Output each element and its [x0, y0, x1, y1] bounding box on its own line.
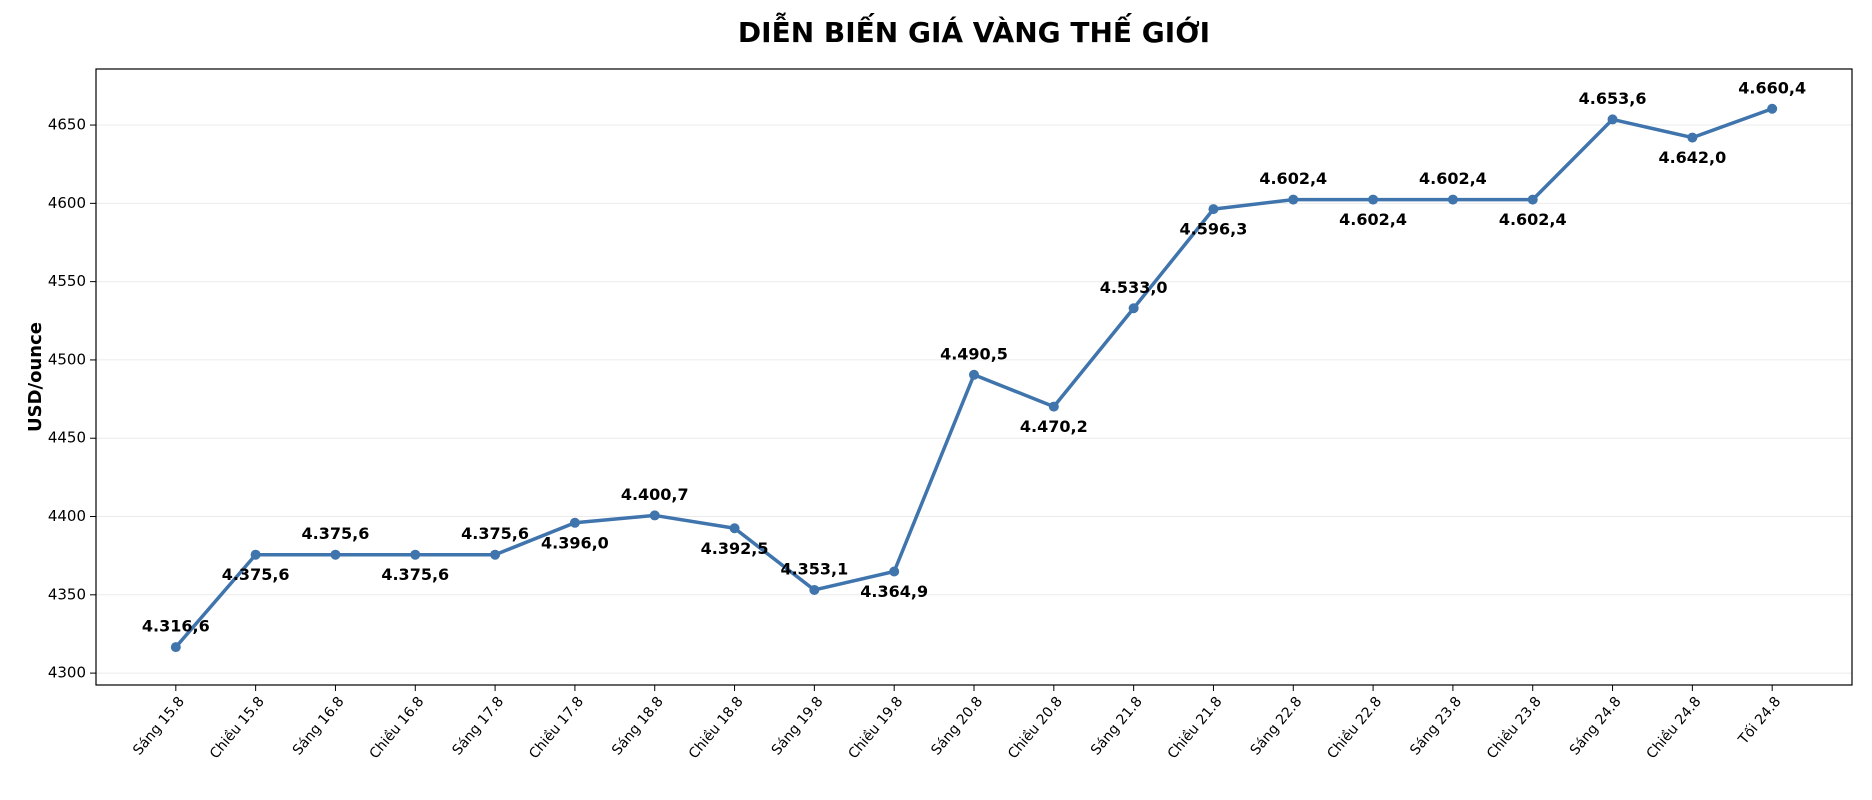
x-tick-label: Chiều 17.8	[525, 693, 587, 762]
x-tick-label: Sáng 17.8	[449, 694, 507, 759]
data-label: 4.375,6	[302, 524, 370, 543]
chart-title: DIỄN BIẾN GIÁ VÀNG THẾ GIỚI	[738, 11, 1210, 49]
y-tick-label: 4450	[48, 429, 86, 447]
data-label: 4.375,6	[461, 524, 529, 543]
data-point	[170, 642, 181, 653]
data-point	[1048, 401, 1059, 412]
x-tick-label: Chiều 15.8	[206, 693, 268, 762]
data-point	[1767, 103, 1778, 114]
x-tick-label: Sáng 18.8	[609, 694, 667, 759]
data-point	[969, 369, 979, 380]
data-label: 4.490,5	[940, 344, 1008, 363]
data-point	[490, 549, 501, 560]
x-tick-label: Sáng 19.8	[769, 694, 827, 759]
data-label: 4.602,4	[1259, 169, 1327, 188]
y-tick-label: 4400	[48, 507, 86, 525]
y-tick-label: 4500	[48, 350, 86, 368]
data-point	[1447, 194, 1458, 205]
x-tick-label: Chiều 22.8	[1324, 693, 1386, 762]
y-tick-label: 4600	[48, 194, 86, 212]
data-label: 4.400,7	[621, 485, 689, 504]
y-tick-label: 4350	[48, 585, 86, 603]
x-tick-label: Sáng 24.8	[1567, 694, 1625, 759]
x-tick-label: Sáng 23.8	[1407, 694, 1465, 759]
x-tick-label: Sáng 15.8	[130, 694, 188, 759]
data-label: 4.596,3	[1180, 220, 1248, 239]
data-label: 4.470,2	[1020, 417, 1088, 436]
data-point	[729, 523, 740, 534]
data-point	[649, 510, 660, 521]
x-tick-label: Sáng 16.8	[290, 694, 348, 759]
x-tick-label: Sáng 22.8	[1248, 694, 1306, 759]
data-label: 4.375,6	[381, 565, 449, 584]
x-tick-label: Chiều 24.8	[1643, 693, 1705, 762]
x-tick-label: Tối 24.8	[1734, 693, 1784, 748]
data-point	[250, 549, 261, 560]
x-tick-label: Chiều 20.8	[1004, 693, 1066, 762]
y-axis-label: USD/ounce	[25, 322, 46, 432]
y-tick-label: 4650	[48, 116, 86, 134]
data-point	[1687, 132, 1698, 143]
data-point	[330, 549, 341, 560]
data-label: 4.602,4	[1419, 169, 1487, 188]
x-tick-label: Chiều 18.8	[685, 693, 747, 762]
data-label: 4.602,4	[1339, 210, 1407, 229]
data-point	[1128, 303, 1139, 314]
data-label: 4.396,0	[541, 533, 609, 552]
data-point	[410, 549, 421, 560]
data-point	[809, 584, 820, 595]
data-label: 4.375,6	[222, 565, 290, 584]
data-point	[1208, 204, 1219, 215]
x-tick-label: Chiều 19.8	[845, 693, 907, 762]
data-point	[569, 517, 580, 528]
data-label: 4.364,9	[860, 582, 928, 601]
data-label: 4.533,0	[1100, 278, 1168, 297]
data-label: 4.642,0	[1658, 148, 1726, 167]
data-point	[1288, 194, 1299, 205]
data-point	[889, 566, 900, 577]
y-tick-label: 4300	[48, 664, 86, 682]
x-tick-label: Sáng 20.8	[928, 694, 986, 759]
y-tick-label: 4550	[48, 272, 86, 290]
data-label: 4.392,5	[701, 539, 769, 558]
x-tick-label: Chiều 21.8	[1164, 693, 1226, 762]
data-label: 4.353,1	[780, 559, 848, 578]
data-label: 4.660,4	[1738, 78, 1806, 97]
data-point	[1368, 194, 1379, 205]
data-point	[1607, 114, 1618, 125]
data-point	[1527, 194, 1538, 205]
data-label: 4.653,6	[1579, 89, 1647, 108]
x-tick-label: Chiều 23.8	[1483, 693, 1545, 762]
x-tick-label: Chiều 16.8	[366, 693, 428, 762]
data-label: 4.602,4	[1499, 210, 1567, 229]
data-label: 4.316,6	[142, 617, 210, 636]
x-tick-label: Sáng 21.8	[1088, 694, 1146, 759]
